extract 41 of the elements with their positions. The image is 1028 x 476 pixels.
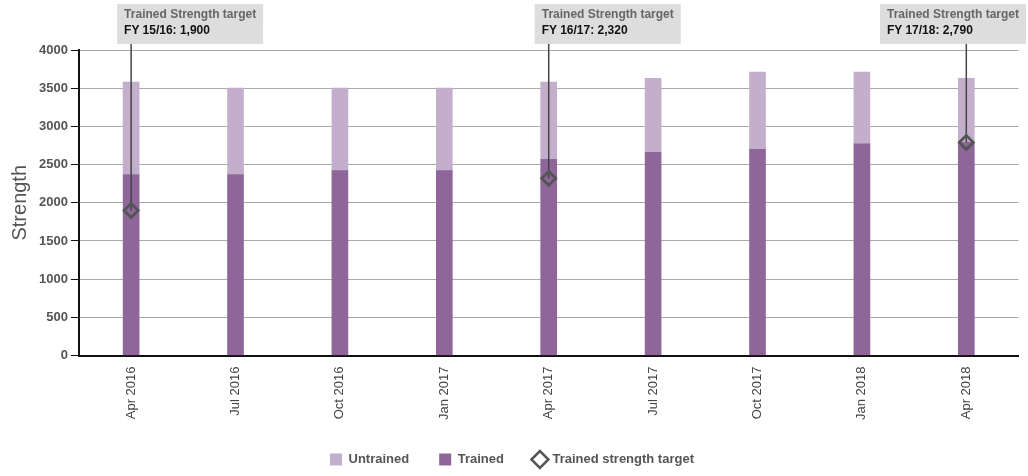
- y-tick-label: 2500: [39, 156, 68, 172]
- x-tick-label: Jan 2017: [435, 366, 451, 421]
- bar: [853, 71, 871, 145]
- annotation: Trained Strength target FY 17/18: 2,790: [886, 7, 1020, 38]
- y-tick-label: 0: [60, 347, 68, 363]
- bar: [331, 87, 349, 172]
- bar: [435, 87, 453, 172]
- y-tick-label: 3000: [39, 117, 68, 133]
- legend-label: Untrained: [348, 451, 410, 467]
- annotation: Trained Strength target FY 15/16: 1,900: [124, 7, 257, 38]
- x-tick-label: Oct 2017: [749, 366, 765, 420]
- legend-label: Trained strength target: [552, 451, 695, 467]
- x-tick-label: Apr 2018: [957, 366, 973, 420]
- bar: [749, 71, 766, 150]
- y-tick-label: 3500: [39, 79, 68, 95]
- bar: [331, 170, 349, 356]
- bar: [644, 77, 662, 153]
- y-tick-label: 1500: [39, 232, 68, 248]
- x-tick-label: Apr 2016: [122, 366, 138, 420]
- legend-label: Trained: [457, 451, 504, 467]
- y-tick-label: 500: [46, 308, 68, 324]
- x-tick-label: Apr 2017: [540, 366, 556, 420]
- bar: [540, 81, 558, 160]
- bar: [749, 148, 766, 356]
- x-tick-label: Jul 2016: [227, 366, 243, 416]
- x-tick-label: Jan 2018: [853, 366, 869, 421]
- annotation: Trained Strength target FY 16/17: 2,320: [541, 7, 674, 38]
- y-tick-label: 2000: [39, 194, 68, 210]
- y-tick-label: 4000: [39, 41, 68, 57]
- bar: [122, 174, 140, 356]
- y-tick-label: 1000: [39, 270, 68, 286]
- x-tick-label: Oct 2016: [331, 366, 347, 420]
- bar: [957, 142, 975, 356]
- bar: [540, 158, 558, 356]
- bar: [644, 152, 662, 356]
- bar: [853, 143, 871, 356]
- bar: [227, 87, 244, 175]
- y-axis-title: Strength: [7, 164, 30, 241]
- bar: [227, 174, 244, 356]
- bar: [435, 170, 453, 356]
- x-tick-label: Jul 2017: [644, 366, 660, 416]
